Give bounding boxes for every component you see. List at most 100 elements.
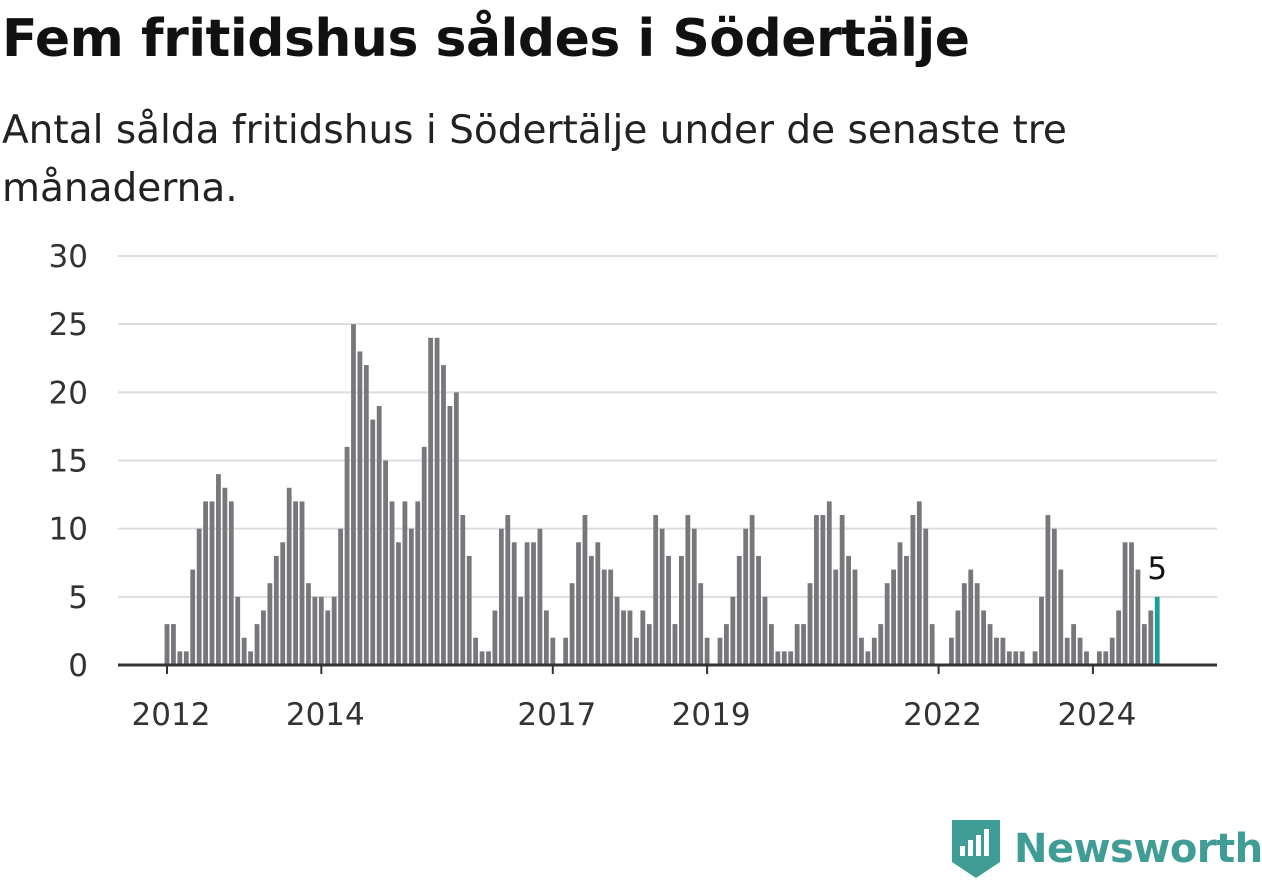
bar [203,501,208,665]
bar [1116,610,1122,665]
bar [846,555,851,665]
bar [299,501,305,665]
bar [807,583,813,665]
bar [756,555,761,665]
bar [814,515,819,665]
bar [286,487,292,665]
bar [453,392,459,665]
bar [781,651,787,665]
bar [1129,542,1134,665]
bar [164,624,170,665]
bar [1109,637,1115,665]
bar [524,542,530,665]
bar [402,501,408,665]
bar [961,583,967,665]
bar [878,624,884,665]
bar [498,528,504,665]
bar [254,624,260,665]
x-tick-label: 2014 [286,697,365,733]
y-tick-label: 30 [49,239,88,275]
bar [627,610,633,665]
bar [897,542,903,665]
bar [865,651,871,665]
y-tick-label: 5 [68,580,88,616]
bar [190,569,196,665]
bar [633,637,639,665]
bar [447,405,453,665]
bar [1141,624,1147,665]
bar [1096,651,1102,665]
x-tick-label: 2022 [903,697,982,733]
bar [1032,651,1038,665]
bar [325,610,331,665]
bar [801,624,806,665]
last-value-label: 5 [1147,551,1167,587]
bar [518,596,524,665]
bar [717,637,723,665]
bar [672,624,678,665]
brand-logo: Newsworthy [950,818,1262,880]
bar [724,624,729,665]
bar [891,569,896,665]
bar [582,515,588,665]
bar [338,528,344,665]
bar [826,501,832,665]
bar [691,528,697,665]
bar [736,555,742,665]
bar [363,365,369,665]
bar [987,624,993,665]
bar [904,555,909,665]
bar [466,555,472,665]
bar [441,365,446,665]
bar [640,610,646,665]
bar [698,583,704,665]
bar [646,624,652,665]
bar [949,637,954,665]
bar [1019,651,1025,665]
y-tick-label: 20 [49,375,88,411]
bar [1148,610,1154,665]
bar [666,555,671,665]
bar [929,624,935,665]
bar [171,624,176,665]
bar [331,596,337,665]
bar [421,446,427,665]
bar [196,528,202,665]
bar [473,637,479,665]
bar [916,501,922,665]
bar [505,515,511,665]
bar [743,528,749,665]
bar [621,610,626,665]
bar [370,419,376,665]
bar [1064,637,1070,665]
newsworthy-logo-icon [952,820,1000,878]
x-tick-label: 2012 [132,697,211,733]
bar [653,515,659,665]
bar [1000,637,1006,665]
bar [601,569,607,665]
y-tick-label: 25 [49,307,88,343]
x-tick-label: 2024 [1057,697,1136,733]
bar [974,583,980,665]
bar [1013,651,1019,665]
bar [1103,651,1109,665]
bar [280,542,286,665]
bar [968,569,974,665]
bar [222,487,228,665]
x-tick-label: 2019 [672,697,751,733]
bar [428,337,434,665]
bar [859,637,864,665]
bar [486,651,491,665]
bar [357,351,363,665]
bar [569,583,575,665]
bar [1071,624,1077,665]
bar [492,610,498,665]
bar [1077,637,1083,665]
bar [839,515,845,665]
bar [1051,528,1057,665]
bar [216,474,221,665]
bar [955,610,961,665]
bar [769,624,774,665]
bar [383,460,389,665]
y-tick-label: 10 [49,512,88,548]
